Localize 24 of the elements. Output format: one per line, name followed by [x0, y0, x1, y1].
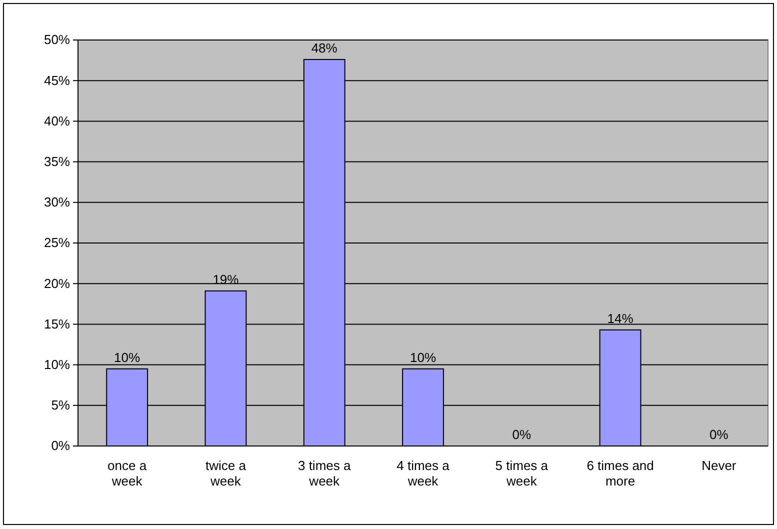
- data-label: 48%: [311, 40, 338, 56]
- y-tick-label: 0%: [51, 438, 70, 454]
- y-tick-label: 45%: [44, 72, 70, 88]
- x-tick-label: once a week: [108, 458, 148, 489]
- y-tick-label: 35%: [44, 154, 70, 169]
- y-tick-label: 10%: [44, 356, 70, 372]
- y-tick-label: 5%: [51, 398, 70, 413]
- y-tick-label: 15%: [44, 316, 70, 332]
- y-tick-label: 40%: [44, 113, 70, 128]
- x-tick-label: 3 times a week: [298, 458, 352, 489]
- data-label: 14%: [607, 310, 634, 326]
- x-tick-label: twice a week: [205, 458, 247, 489]
- x-tick-label: 5 times a week: [495, 458, 549, 489]
- data-label: 0%: [512, 427, 532, 442]
- data-label: 10%: [114, 350, 141, 365]
- x-tick-label: 6 times and more: [586, 458, 654, 489]
- data-label: 0%: [710, 427, 729, 442]
- x-tick-label: Never: [702, 458, 737, 473]
- y-tick-label: 50%: [44, 32, 70, 48]
- x-tick-label: 4 times a week: [396, 458, 450, 489]
- y-tick-label: 25%: [44, 235, 70, 250]
- y-tick-label: 30%: [44, 194, 70, 210]
- y-tick-label: 20%: [44, 276, 70, 291]
- data-label: 10%: [410, 350, 436, 365]
